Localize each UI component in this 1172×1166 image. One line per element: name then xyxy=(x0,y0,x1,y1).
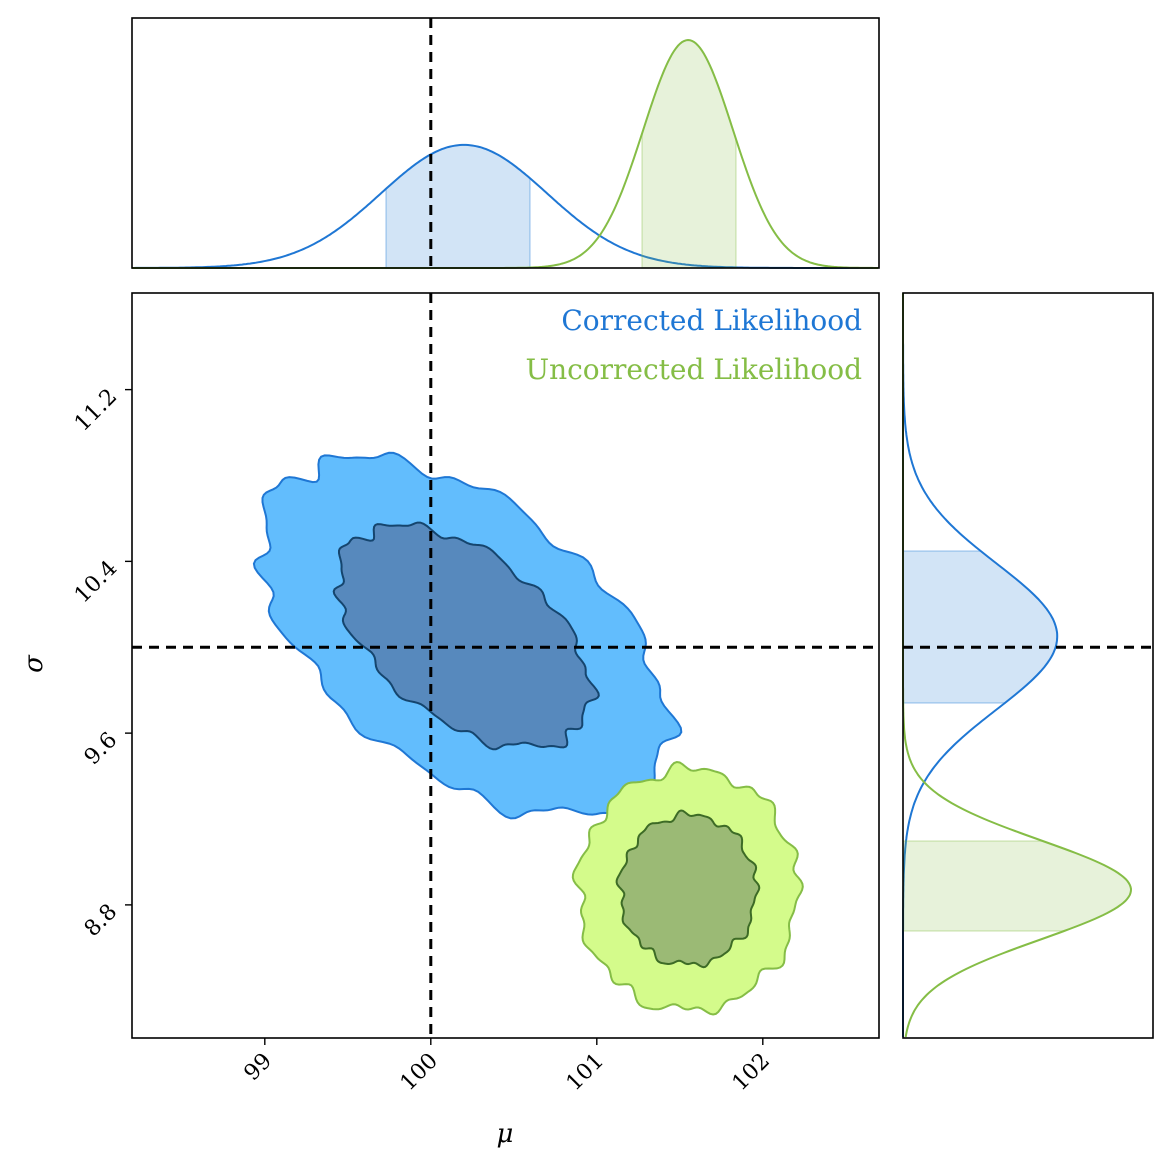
top-frame xyxy=(131,17,880,269)
y-tick-label: 10.4 xyxy=(70,556,122,608)
x-axis-label: μ xyxy=(497,1119,514,1149)
x-tick-label: 99 xyxy=(240,1049,277,1086)
x-tick-label: 102 xyxy=(728,1049,775,1096)
right-frame xyxy=(902,292,1154,1039)
joint-contour-panel: 99 100 101 102 8.8 9.6 10.4 11.2 xyxy=(70,292,880,1096)
mu-marginal-panel xyxy=(131,17,880,269)
x-tick-label: 101 xyxy=(562,1049,609,1096)
corrected-sigma-interval xyxy=(902,550,1058,704)
uncorrected-mu-interval xyxy=(641,39,737,269)
y-tick-label: 8.8 xyxy=(80,899,122,941)
y-axis-label: σ xyxy=(19,654,49,673)
corrected-mu-interval xyxy=(385,144,531,269)
legend: Corrected Likelihood Uncorrected Likelih… xyxy=(525,304,862,386)
x-tick-label: 100 xyxy=(396,1049,443,1096)
uncorrected-inner-contour xyxy=(615,809,761,969)
contour-area xyxy=(252,451,804,1016)
legend-entry-uncorrected: Uncorrected Likelihood xyxy=(525,353,862,386)
y-tick-label: 11.2 xyxy=(70,384,122,436)
sigma-marginal-panel xyxy=(902,292,1154,1039)
y-tick-label: 9.6 xyxy=(80,728,122,770)
legend-entry-corrected: Corrected Likelihood xyxy=(561,304,862,337)
main-frame xyxy=(131,292,880,1039)
corrected-inner-contour xyxy=(332,521,600,751)
